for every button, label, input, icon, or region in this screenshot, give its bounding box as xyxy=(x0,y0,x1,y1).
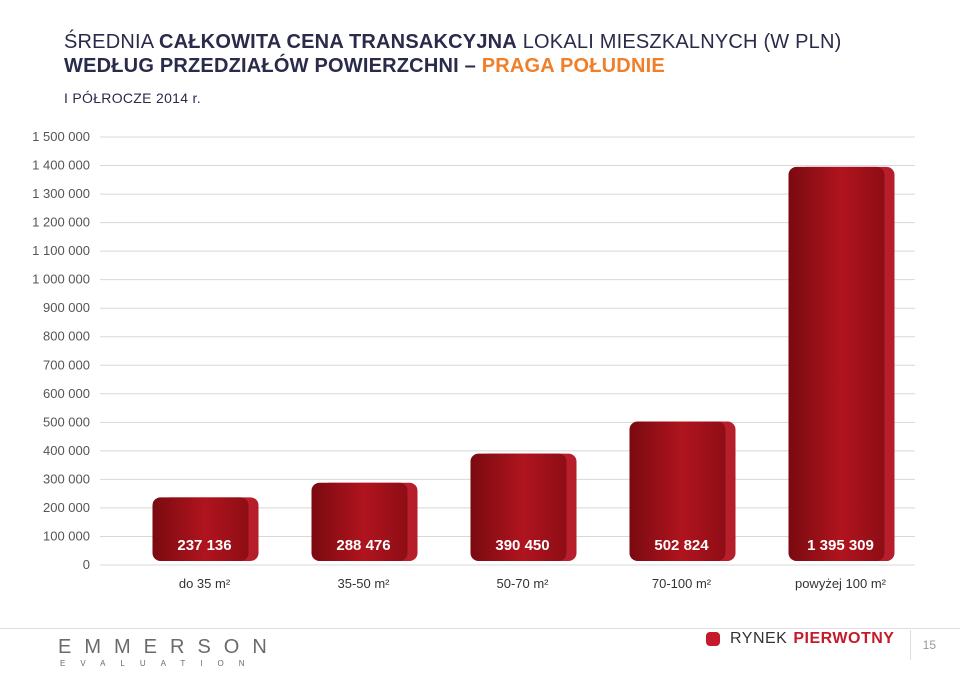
bar-value-label: 288 476 xyxy=(336,537,390,554)
y-tick-label: 1 200 000 xyxy=(32,215,90,230)
footer-divider xyxy=(0,628,960,629)
bar-value-label: 237 136 xyxy=(177,537,231,554)
y-tick-label: 200 000 xyxy=(43,500,90,515)
y-tick-label: 1 400 000 xyxy=(32,158,90,173)
y-tick-label: 1 300 000 xyxy=(32,186,90,201)
x-category-label: 50-70 m² xyxy=(496,576,549,591)
period-label: I PÓŁROCZE 2014 r. xyxy=(64,90,201,106)
y-tick-label: 1 100 000 xyxy=(32,243,90,258)
bar xyxy=(152,497,249,561)
y-tick-label: 600 000 xyxy=(43,386,90,401)
market-square-icon xyxy=(706,632,720,646)
y-tick-label: 700 000 xyxy=(43,357,90,372)
x-category-label: powyżej 100 m² xyxy=(795,576,887,591)
bar-value-label: 390 450 xyxy=(495,537,549,554)
title-line-1: ŚREDNIA CAŁKOWITA CENA TRANSAKCYJNA LOKA… xyxy=(64,31,842,53)
y-tick-label: 500 000 xyxy=(43,414,90,429)
y-tick-label: 400 000 xyxy=(43,443,90,458)
x-category-label: 70-100 m² xyxy=(652,576,712,591)
bar-chart: 0 100 000 200 000 300 000 400 000 500 000 600 … xyxy=(32,129,915,591)
bar xyxy=(788,166,885,561)
y-tick-label: 300 000 xyxy=(43,471,90,486)
chart-title: ŚREDNIA CAŁKOWITA CENA TRANSAKCYJNA LOKA… xyxy=(64,30,924,78)
y-tick-label: 100 000 xyxy=(43,528,90,543)
y-tick-label: 0 xyxy=(83,557,90,572)
x-category-label: do 35 m² xyxy=(179,576,231,591)
y-tick-label: 900 000 xyxy=(43,300,90,315)
x-category-label: 35-50 m² xyxy=(337,576,390,591)
brand-logo-subtitle: EVALUATION xyxy=(60,659,260,668)
y-tick-label: 1 500 000 xyxy=(32,129,90,144)
bar-value-label: 1 395 309 xyxy=(807,537,874,554)
bar-value-label: 502 824 xyxy=(654,537,709,554)
brand-logo: EMMERSON xyxy=(58,636,280,658)
y-tick-label: 1 000 000 xyxy=(32,272,90,287)
title-line-2: WEDŁUG PRZEDZIAŁÓW POWIERZCHNI – PRAGA P… xyxy=(64,55,665,77)
bar xyxy=(470,453,567,561)
bar xyxy=(629,421,726,561)
bar xyxy=(311,482,408,561)
market-badge: RYNEK PIERWOTNY xyxy=(706,630,894,648)
y-tick-label: 800 000 xyxy=(43,329,90,344)
page-number: 15 xyxy=(922,638,936,652)
page-separator xyxy=(910,630,911,660)
